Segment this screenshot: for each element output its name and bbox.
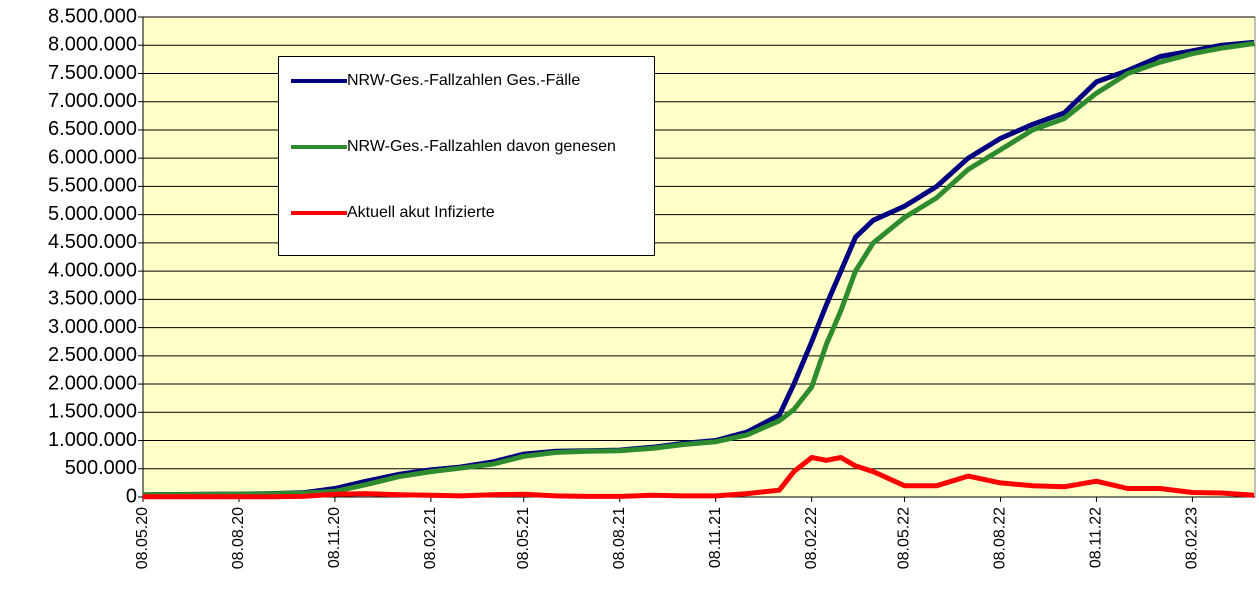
legend-line — [291, 145, 347, 149]
legend-entry: NRW-Ges.-Fallzahlen Ges.-Fälle — [291, 71, 654, 137]
y-tick-label: 4.000.000 — [48, 259, 137, 281]
y-tick-label: 4.500.000 — [48, 231, 137, 253]
series-line — [142, 455, 1255, 500]
y-tick-label: 6.000.000 — [48, 146, 137, 168]
legend-entry: Aktuell akut Infizierte — [291, 203, 654, 269]
x-tick-label: 08.05.20 — [134, 507, 151, 569]
x-tick-label: 08.08.22 — [992, 507, 1009, 569]
legend-swatch — [291, 71, 347, 91]
x-tick-label: 08.02.21 — [422, 507, 439, 569]
x-tick-label: 08.05.21 — [515, 507, 532, 569]
x-tick-label: 08.08.21 — [611, 507, 628, 569]
y-tick-label: 6.500.000 — [48, 118, 137, 140]
legend-line — [291, 79, 347, 83]
x-tick-label: 08.11.21 — [707, 507, 724, 568]
legend-swatch — [291, 137, 347, 157]
x-tick-label: 08.11.22 — [1088, 507, 1105, 568]
y-tick-label: 7.000.000 — [48, 90, 137, 112]
legend-label: Aktuell akut Infizierte — [347, 204, 495, 221]
x-tick-label: 08.05.22 — [896, 507, 913, 569]
y-tick-label: 3.000.000 — [48, 316, 137, 338]
y-tick-label: 1.000.000 — [48, 429, 137, 451]
y-tick-label: 0 — [126, 485, 137, 507]
legend: NRW-Ges.-Fallzahlen Ges.-Fälle NRW-Ges.-F… — [278, 56, 655, 256]
y-tick-label: 5.500.000 — [48, 175, 137, 197]
y-tick-label: 2.000.000 — [48, 372, 137, 394]
x-tick-label: 08.11.20 — [326, 507, 343, 568]
x-tick-label: 08.02.22 — [803, 507, 820, 569]
x-tick-label: 08.08.20 — [230, 507, 247, 569]
y-tick-label: 3.500.000 — [48, 288, 137, 310]
series-line — [142, 41, 1255, 498]
legend-label: NRW-Ges.-Fallzahlen Ges.-Fälle — [347, 72, 581, 89]
y-tick-label: 500.000 — [65, 457, 137, 479]
legend-label: NRW-Ges.-Fallzahlen davon genesen — [347, 138, 616, 155]
y-tick-label: 8.500.000 — [48, 5, 137, 27]
legend-entry: NRW-Ges.-Fallzahlen davon genesen — [291, 137, 654, 203]
series-line — [142, 39, 1255, 498]
x-tick-label: 08.02.23 — [1184, 507, 1201, 569]
y-tick-label: 5.000.000 — [48, 203, 137, 225]
legend-line — [291, 211, 347, 215]
y-tick-label: 2.500.000 — [48, 344, 137, 366]
y-tick-label: 1.500.000 — [48, 401, 137, 423]
y-tick-label: 7.500.000 — [48, 62, 137, 84]
y-tick-label: 8.000.000 — [48, 34, 137, 56]
legend-swatch — [291, 203, 347, 223]
